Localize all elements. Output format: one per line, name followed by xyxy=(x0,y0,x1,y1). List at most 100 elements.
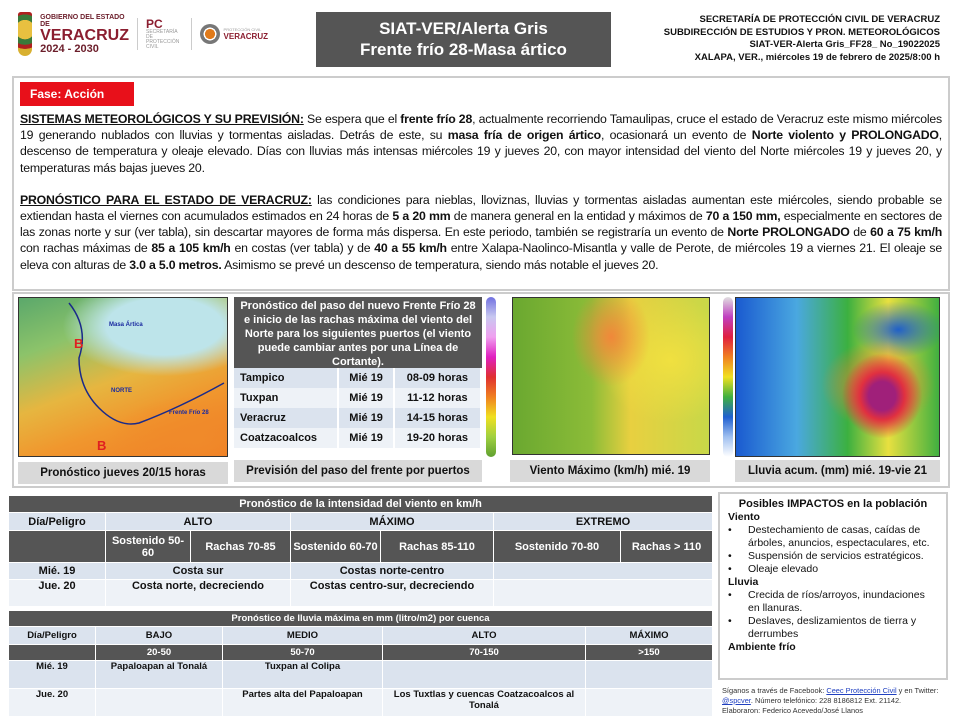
veracruz-shield-logo xyxy=(18,12,33,56)
table-cell xyxy=(584,660,714,689)
text-segment: especialmente en sectores de las zonas n… xyxy=(20,209,942,240)
bold-text: 85 a 105 km/h xyxy=(151,241,231,256)
bulletin-title: SIAT-VER/Alerta Gris Frente frío 28-Masa … xyxy=(316,12,611,67)
col-header: EXTREMO xyxy=(492,512,714,531)
gov-logo: GOBIERNO DEL ESTADO DE VERACRUZ 2024 - 203… xyxy=(40,13,129,55)
day-cell: Mié. 19 xyxy=(8,562,106,580)
port-row: Tampico Mié 19 08-09 horas xyxy=(234,368,483,388)
port-row: Tuxpan Mié 19 11-12 horas xyxy=(234,388,483,408)
table-cell xyxy=(95,688,223,717)
sub-header: 20-50 xyxy=(95,644,223,661)
col-header: ALTO xyxy=(105,512,291,531)
bold-text: masa fría de origen ártico xyxy=(447,128,601,143)
text-segment: las condiciones para nieblas, lloviznas,… xyxy=(20,192,942,224)
cold-impacts-label: Ambiente frío xyxy=(728,641,796,653)
footer-text: y en Twitter: xyxy=(896,686,939,695)
synoptic-map: Masa Ártica NORTE Frente Frío 28 B B xyxy=(18,297,228,457)
bold-text: 60 a 75 km/h xyxy=(870,225,943,240)
wind-table-title: Pronóstico de la intensidad del viento e… xyxy=(7,495,714,513)
maximo-cell: Costas norte-centro xyxy=(290,562,494,580)
sub-header: Sostenido 50-60 xyxy=(105,530,191,563)
low-pressure-label: B xyxy=(74,336,84,351)
hours-cell: 19-20 horas xyxy=(393,428,483,448)
credits: Elaboraron: Federico Acevedo/José Llanos xyxy=(722,706,863,715)
alto-cell: Costa sur xyxy=(105,562,291,580)
text-segment: , actualmente recorriendo Tamaulipas, cr… xyxy=(20,112,942,143)
footer-text: . Número telefónico: 228 8186812 Ext. 21… xyxy=(750,696,902,705)
table-row: Mié. 19 Costa sur Costas norte-centro xyxy=(8,562,714,580)
table-cell xyxy=(584,688,714,717)
table-row: Jue. 20 Partes alta del Papaloapan Los Tux… xyxy=(8,688,714,717)
day-cell: Mié 19 xyxy=(338,368,395,388)
twitter-link[interactable]: @spcver xyxy=(722,696,751,705)
cold-front-line xyxy=(68,302,225,425)
table-cell: Jue. 20 xyxy=(8,688,96,717)
table-cell: Tuxpan al Colipa xyxy=(222,660,383,689)
text-segment: , ocasionará un evento de xyxy=(601,128,752,143)
front-label: Frente Frío 28 xyxy=(169,410,209,416)
port-cell: Coatzacoalcos xyxy=(234,428,340,448)
day-cell: Mié 19 xyxy=(338,428,395,448)
hours-cell: 08-09 horas xyxy=(393,368,483,388)
bold-text: 3.0 a 5.0 metros. xyxy=(129,257,222,272)
extremo-cell xyxy=(492,562,714,580)
list-item: Oleaje elevado xyxy=(728,563,938,576)
sub-header: Rachas 70-85 xyxy=(190,530,291,563)
hours-cell: 14-15 horas xyxy=(393,408,483,428)
sub-header: 50-70 xyxy=(222,644,383,661)
sub-header: Sostenido 60-70 xyxy=(290,530,381,563)
col-header: MÁXIMO xyxy=(584,626,714,645)
list-item: Destechamiento de casas, caídas de árbol… xyxy=(728,524,938,550)
bold-text: Norte violento y PROLONGADO xyxy=(751,128,939,143)
pc-logo: PC SECRETARÍA DE PROTECCIÓN CIVIL xyxy=(136,18,192,50)
issuer-info: SECRETARÍA DE PROTECCIÓN CIVIL DE VERACR… xyxy=(663,14,940,63)
impacts-title: Posibles IMPACTOS en la población xyxy=(738,498,928,510)
rain-forecast-table: Pronóstico de lluvia máxima en mm (litro… xyxy=(7,610,714,717)
table-cell: Partes alta del Papaloapan xyxy=(222,688,383,717)
col-header: Día/Peligro xyxy=(8,512,106,531)
phase-badge: Fase: Acción xyxy=(20,82,134,106)
meteorological-systems-paragraph: SISTEMAS METEOROLÓGICOS Y SU PREVISIÓN: … xyxy=(20,111,942,176)
col-header: Día/Peligro xyxy=(8,626,96,645)
day-cell: Jue. 20 xyxy=(8,579,106,607)
port-cell: Tampico xyxy=(234,368,340,388)
section-heading: PRONÓSTICO PARA EL ESTADO DE VERACRUZ: xyxy=(20,192,312,207)
pc-emblem-icon xyxy=(199,24,220,44)
sub-header: 70-150 xyxy=(382,644,586,661)
impacts-box: Posibles IMPACTOS en la población Viento… xyxy=(718,492,948,680)
alto-cell: Costa norte, decreciendo xyxy=(105,579,291,607)
text-segment: de manera general en la entidad y máximo… xyxy=(450,209,706,224)
col-header: MEDIO xyxy=(222,626,383,645)
text-segment: Asimismo se prevé un descenso de tempera… xyxy=(221,257,659,272)
table-row: Mié. 19 Papaloapan al Tonalá Tuxpan al Col… xyxy=(8,660,714,689)
hours-cell: 11-12 horas xyxy=(393,388,483,408)
sub-header: >150 xyxy=(584,644,714,661)
list-item: Deslaves, deslizamientos de tierra y der… xyxy=(728,615,938,641)
bold-text: Norte PROLONGADO xyxy=(727,225,850,240)
text-segment: Se espera que el xyxy=(303,112,401,126)
map2-caption: Viento Máximo (km/h) mié. 19 xyxy=(510,460,710,482)
port-cell: Tuxpan xyxy=(234,388,340,408)
text-segment: entre Xalapa-Naolinco-Misantla y valle d… xyxy=(20,241,943,272)
text-segment: de xyxy=(849,225,871,240)
table-cell xyxy=(382,660,586,689)
ports-table-header: Pronóstico del paso del nuevo Frente Frí… xyxy=(234,297,482,368)
rain-impacts-label: Lluvia xyxy=(728,576,759,588)
list-item: Suspensión de servicios estratégicos. xyxy=(728,550,938,563)
ports-table: Pronóstico del paso del nuevo Frente Frí… xyxy=(234,297,483,448)
rain-impacts-list: Crecida de ríos/arroyos, inundaciones en… xyxy=(728,589,938,641)
section-heading: SISTEMAS METEOROLÓGICOS Y SU PREVISIÓN: xyxy=(20,112,304,126)
sub-header: Sostenido 70-80 xyxy=(493,530,621,563)
day-cell: Mié 19 xyxy=(338,408,395,428)
bold-text: 70 a 150 mm, xyxy=(705,209,781,224)
wind-colorbar xyxy=(486,297,496,457)
low-pressure-label: B xyxy=(97,438,107,453)
facebook-link[interactable]: Ceec Protección Civil xyxy=(826,686,897,695)
bold-text: 40 a 55 km/h xyxy=(374,241,447,256)
port-cell: Veracruz xyxy=(234,408,340,428)
state-forecast-paragraph: PRONÓSTICO PARA EL ESTADO DE VERACRUZ: l… xyxy=(20,192,942,273)
col-header: MÁXIMO xyxy=(290,512,494,531)
port-row: Veracruz Mié 19 14-15 horas xyxy=(234,408,483,428)
rain-colorbar xyxy=(723,297,733,457)
col-header: ALTO xyxy=(382,626,586,645)
